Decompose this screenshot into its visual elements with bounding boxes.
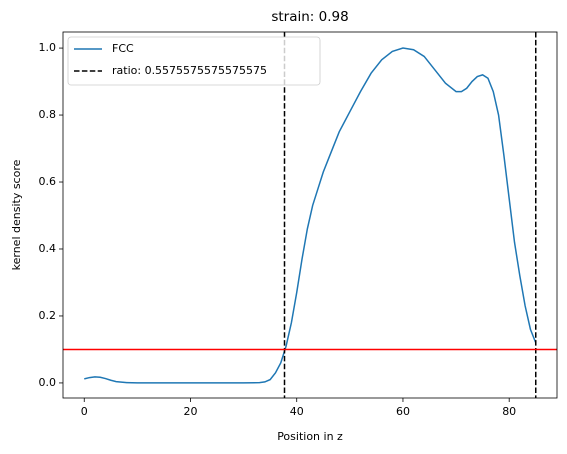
y-tick-label: 0.2 (39, 309, 57, 322)
chart-title: strain: 0.98 (271, 9, 348, 25)
y-axis-label: kernel density score (10, 159, 23, 270)
legend-label: ratio: 0.5575575575575575 (112, 64, 267, 77)
x-tick-label: 80 (502, 405, 516, 418)
y-tick-label: 0.8 (39, 108, 57, 121)
series-line (84, 47, 537, 384)
legend: FCC ratio: 0.5575575575575575 (67, 36, 321, 86)
y-tick-label: 0.6 (39, 175, 57, 188)
axes-frame (62, 31, 558, 399)
y-tick-label: 0.0 (39, 376, 57, 389)
legend-label: FCC (112, 42, 134, 55)
plot-area (63, 32, 557, 398)
y-tick-label: 1.0 (39, 41, 57, 54)
x-axis-label: Position in z (277, 430, 343, 443)
x-tick-label: 0 (81, 405, 88, 418)
x-tick-label: 60 (396, 405, 410, 418)
x-tick-label: 40 (290, 405, 304, 418)
y-tick-label: 0.4 (39, 242, 57, 255)
x-tick-label: 20 (183, 405, 197, 418)
legend-box (67, 36, 321, 86)
